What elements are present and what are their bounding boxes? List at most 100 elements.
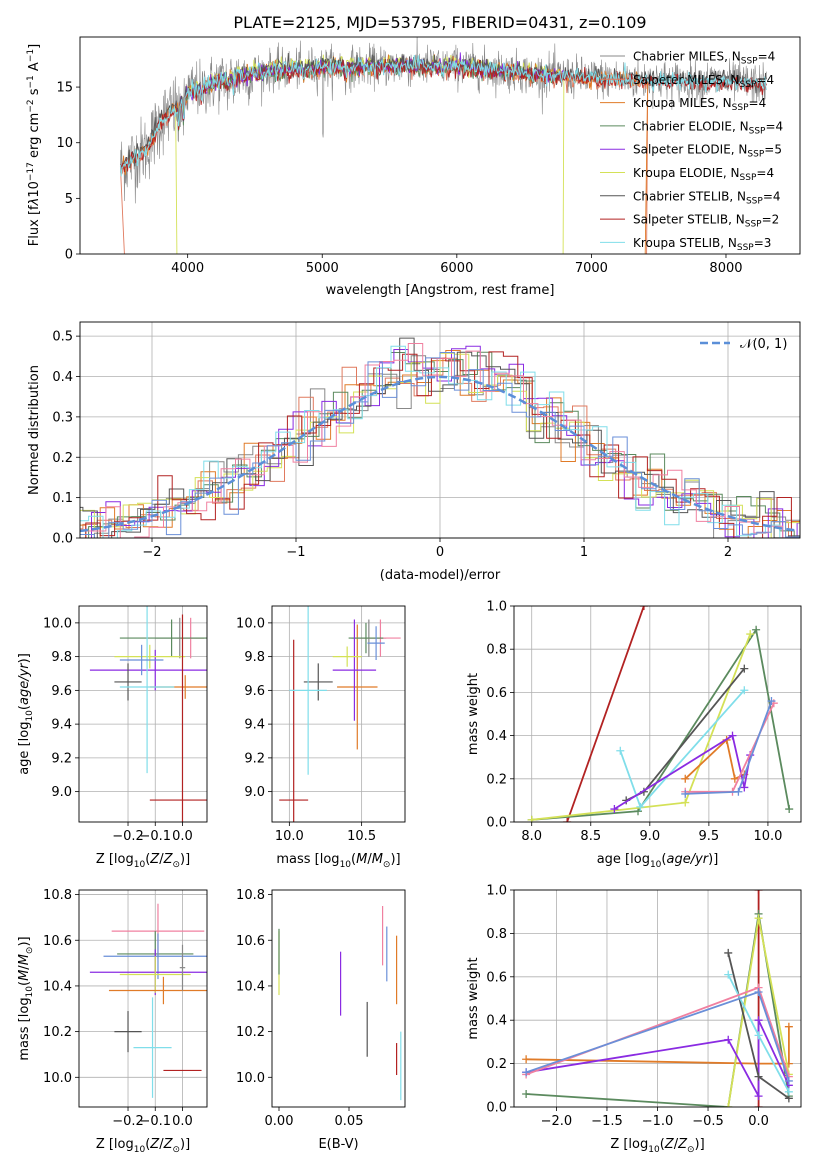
x-axis-label: Z [log10(Z/Z⊙)] [96,1137,190,1155]
legend-entry: Salpeter MILES, NSSP=4 [633,73,774,90]
weight-marker [522,1089,531,1098]
y-tick-label: 0.4 [486,1014,507,1029]
y-tick-label: 9.2 [244,751,265,766]
label-part: A [27,62,42,75]
y-tick-label: 10.0 [236,1071,265,1086]
label-part: Z [149,852,160,867]
weight-marker [754,1031,763,1040]
x-tick-label: 9.5 [699,829,720,844]
x-tick-label: −2 [142,545,161,560]
label-part: SSP [746,196,763,206]
y-tick-label: 0.0 [486,816,507,831]
histogram-step [80,352,800,538]
label-part: Z [log [96,852,134,867]
weight-marker [728,731,737,740]
model-spectrum [119,55,767,177]
x-tick-label: 0 [436,545,444,560]
x-tick-label: 0.00 [265,1114,294,1129]
label-part: Z [log [610,1137,648,1152]
y-tick-label: 5 [65,192,73,207]
weight-marker [681,774,690,783]
label-part: / [159,1137,164,1152]
label-part: / [674,1137,679,1152]
weight-marker [522,1068,531,1077]
model-spectrum [176,52,565,127]
y-tick-label: 10.2 [236,1025,265,1040]
y-tick-label: 0.2 [52,451,73,466]
y-axis-label: mass weight [466,957,481,1039]
weight-lines [522,890,793,1107]
weight-marker [730,774,739,783]
y-tick-label: 10.6 [236,934,265,949]
label-part: ⊙ [383,860,391,870]
x-tick-label: 0.0 [172,1114,193,1129]
y-tick-label: 1.0 [486,600,507,615]
label-part: mass [log [17,997,32,1060]
weight-marker [740,783,749,792]
weight-marker [754,987,763,996]
label-part: / [17,965,32,970]
label-part: ( [17,705,32,710]
label-part: Kroupa ELODIE, N [633,166,740,180]
x-axis-label: Z [log10(Z/Z⊙)] [96,852,190,870]
x-tick-label: −2.0 [541,1114,573,1129]
label-part: ⊙ [172,860,180,870]
x-tick-label: 0.05 [335,1114,364,1129]
weight-marker [681,789,690,798]
label-part: =3 [754,236,772,250]
weight-marker [724,948,733,957]
x-tick-label: −1.5 [591,1114,623,1129]
y-axis-label: mass weight [466,673,481,755]
weight-marker [636,802,645,811]
label-part: Salpeter STELIB, N [633,213,745,227]
label-part: 10 [648,1145,660,1155]
legend-entry: 𝒩(0, 1) [740,337,787,352]
weight-marker [754,1092,763,1101]
weight-marker [734,787,743,796]
label-part: =4 [756,166,774,180]
axes-frame [271,889,406,1108]
x-tick-label: 2 [724,545,732,560]
y-tick-label: 0.1 [52,491,73,506]
weight-marker [724,1103,733,1107]
label-part: ⊙ [172,1145,180,1155]
label-part: Z [163,1137,174,1152]
label-part: Salpeter ELODIE, N [633,143,747,157]
y-tick-label: 9.4 [51,718,72,733]
label-part: ⊙ [687,1145,695,1155]
y-tick-label: 0.4 [486,729,507,744]
y-axis-label: Flux [fλ10−17 erg cm−2 s−1 A−1] [26,44,42,246]
label-part: ( [351,852,356,867]
x-tick-label: 10.0 [275,829,304,844]
label-part: 10 [340,860,352,870]
label-part: 10 [25,986,35,998]
x-tick-label: −1 [286,545,305,560]
axes-frame [513,605,802,823]
weight-marker [754,1016,763,1025]
label-part: ( [145,1137,150,1152]
label-part: −2 [26,99,36,112]
label-part: 10 [134,1145,146,1155]
y-tick-label: 0.4 [52,370,73,385]
y-tick-label: 0.6 [486,970,507,985]
label-part: =4 [763,189,781,203]
y-tick-label: 9.0 [244,785,265,800]
label-part: ⊙ [25,947,35,955]
label-part: SSP [745,220,762,230]
metallicity-age-panel: −0.2−0.1 0.09.09.29.49.69.810.0Z [log10(Z… [17,605,208,870]
errorbars [89,903,207,1098]
weight-marker [754,890,763,894]
x-axis-label: (data-model)/error [380,568,501,583]
x-tick-label: −0.2 [112,829,144,844]
x-tick-label: −0.1 [139,829,171,844]
label-part: SSP [740,80,757,90]
label-part: −1 [26,75,36,88]
y-tick-label: 0.6 [486,686,507,701]
x-axis-label: mass [log10(M/M⊙)] [276,852,400,870]
axes-frame [271,605,406,823]
weight-marker [752,625,761,634]
x-axis-label: wavelength [Angstrom, rest frame] [326,283,555,298]
weight-marker [784,1022,793,1031]
